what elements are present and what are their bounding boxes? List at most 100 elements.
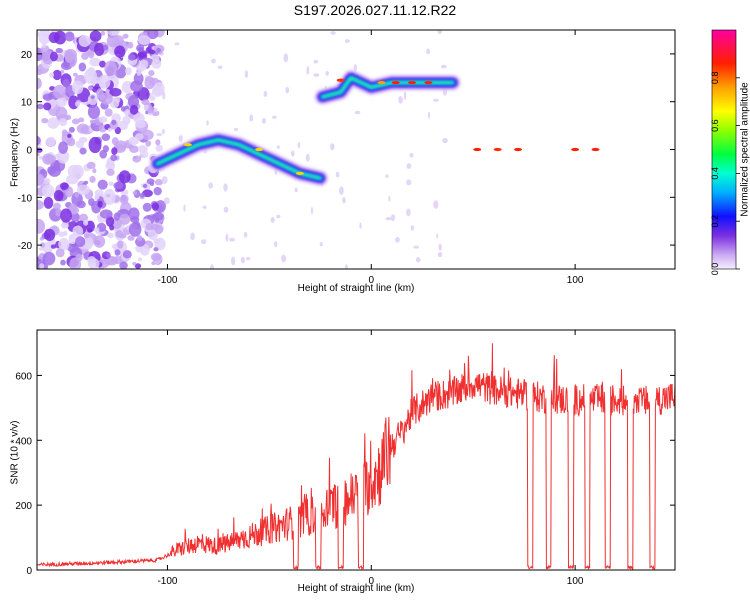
noise-speckle xyxy=(58,237,70,251)
noise-speckle xyxy=(281,254,287,263)
noise-speckle xyxy=(344,264,348,269)
noise-speckle xyxy=(60,208,72,223)
noise-speckle xyxy=(56,149,70,164)
noise-speckle xyxy=(388,195,391,202)
noise-speckle xyxy=(115,229,124,238)
noise-speckle xyxy=(413,245,420,249)
noise-speckle xyxy=(155,139,161,146)
noise-speckle xyxy=(410,225,415,231)
noise-speckle xyxy=(84,68,98,84)
noise-speckle xyxy=(122,115,131,125)
noise-speckle xyxy=(48,165,61,177)
noise-speckle xyxy=(128,222,142,237)
spectrogram-peak xyxy=(336,78,345,82)
noise-speckle xyxy=(87,50,95,59)
noise-speckle xyxy=(99,60,106,68)
noise-speckle xyxy=(37,103,44,110)
noise-speckle xyxy=(64,48,77,61)
noise-speckle xyxy=(113,212,121,221)
colorbar-tick-label: 0.6 xyxy=(710,119,720,132)
snr-x-tick-label: -100 xyxy=(157,576,177,587)
noise-speckle xyxy=(127,60,133,65)
noise-speckle xyxy=(297,141,301,149)
noise-speckle xyxy=(48,31,60,44)
noise-speckle xyxy=(190,232,195,241)
noise-speckle xyxy=(153,107,158,113)
noise-speckle xyxy=(120,106,127,112)
noise-speckle xyxy=(41,184,55,198)
noise-speckle xyxy=(145,140,152,147)
noise-speckle xyxy=(39,30,51,38)
noise-speckle xyxy=(99,209,113,219)
spectrogram-peak xyxy=(514,147,523,152)
snr-x-tick-label: 0 xyxy=(369,576,375,587)
noise-speckle xyxy=(87,104,101,120)
noise-speckle xyxy=(37,147,43,153)
spectrogram-peak xyxy=(377,80,386,85)
noise-speckle xyxy=(111,137,119,146)
noise-speckle xyxy=(79,147,87,155)
spectrogram-x-axis-label: Height of straight line (km) xyxy=(297,283,415,294)
spectrogram-peak xyxy=(493,147,502,152)
spectrogram-ridge xyxy=(156,138,322,180)
noise-speckle xyxy=(46,136,56,147)
noise-speckle xyxy=(106,34,120,48)
noise-speckle xyxy=(93,235,106,248)
noise-speckle xyxy=(88,136,102,154)
noise-speckle xyxy=(208,182,214,189)
noise-speckle xyxy=(43,228,56,242)
noise-speckle xyxy=(403,91,407,100)
noise-speckle xyxy=(97,200,103,208)
noise-speckle xyxy=(50,244,57,249)
noise-speckle xyxy=(136,235,143,242)
noise-speckle xyxy=(313,59,319,64)
noise-speckle xyxy=(113,181,124,190)
noise-speckle xyxy=(122,250,132,259)
noise-speckle xyxy=(111,147,118,156)
noise-speckle xyxy=(50,51,58,62)
noise-speckle xyxy=(69,257,82,269)
noise-speckle xyxy=(105,215,115,227)
noise-speckle xyxy=(132,155,142,163)
noise-speckle xyxy=(325,70,329,76)
noise-speckle xyxy=(150,252,162,262)
colorbar xyxy=(712,30,736,269)
noise-speckle xyxy=(151,110,160,117)
noise-speckle xyxy=(306,65,310,75)
noise-speckle xyxy=(88,197,95,207)
noise-speckle xyxy=(276,214,281,219)
noise-speckle xyxy=(102,145,110,153)
spectrogram-peak xyxy=(255,147,264,152)
noise-speckle xyxy=(270,216,275,224)
noise-speckle xyxy=(139,59,149,69)
noise-speckle xyxy=(88,86,94,91)
noise-speckle xyxy=(440,64,447,69)
noise-speckle xyxy=(76,200,86,209)
noise-speckle xyxy=(223,206,229,213)
noise-speckle xyxy=(338,186,344,195)
noise-speckle xyxy=(132,261,137,266)
noise-speckle xyxy=(53,84,66,99)
noise-speckle xyxy=(276,145,280,149)
noise-speckle xyxy=(66,137,76,147)
chart-title: S197.2026.027.11.12.R22 xyxy=(293,2,457,18)
noise-speckle xyxy=(40,242,45,249)
noise-speckle xyxy=(87,228,93,233)
noise-speckle xyxy=(137,35,151,46)
snr-x-tick-label: 100 xyxy=(567,576,584,587)
noise-speckle xyxy=(142,183,148,189)
noise-speckle xyxy=(342,196,346,204)
spectrogram-y-axis-label: Frequency (Hz) xyxy=(9,118,21,187)
snr-y-tick-label: 0 xyxy=(26,566,32,577)
noise-speckle xyxy=(89,30,102,42)
noise-speckle xyxy=(43,102,52,111)
noise-speckle xyxy=(152,212,164,221)
noise-speckle xyxy=(104,60,117,76)
noise-speckle xyxy=(103,189,116,206)
noise-speckle xyxy=(151,202,160,211)
noise-speckle xyxy=(72,72,78,77)
noise-speckle xyxy=(353,64,358,72)
noise-speckle xyxy=(136,71,141,76)
noise-speckle xyxy=(37,218,46,234)
noise-speckle xyxy=(139,192,145,198)
